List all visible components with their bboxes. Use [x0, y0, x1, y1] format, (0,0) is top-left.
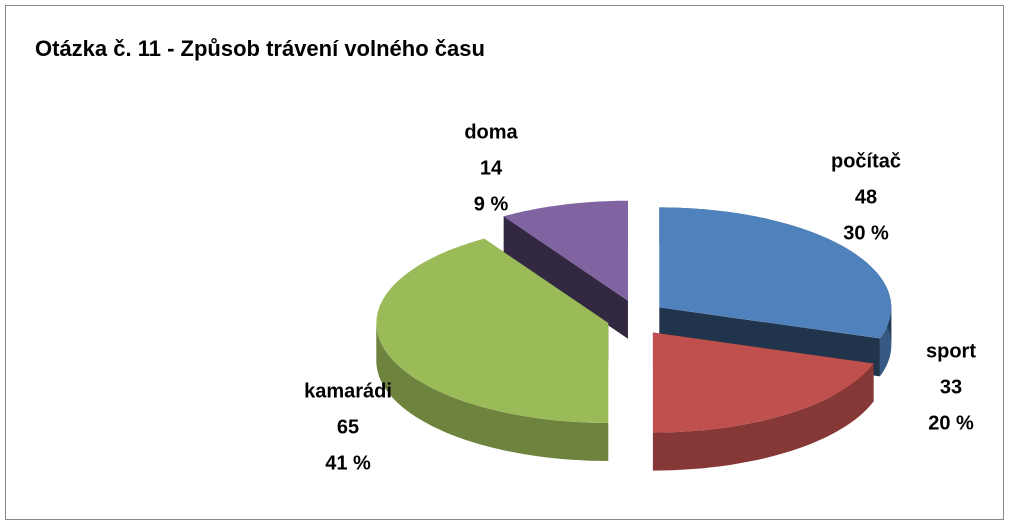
data-label-percent: 41 %: [325, 452, 371, 474]
data-label-percent: 20 %: [928, 412, 974, 434]
data-label-count: 14: [480, 157, 503, 179]
data-label-percent: 30 %: [843, 222, 889, 244]
slice-wall: [503, 216, 628, 339]
data-label-count: 33: [940, 376, 962, 398]
data-label-category: doma: [464, 121, 518, 143]
data-label-category: počítač: [831, 150, 901, 172]
slice-side: [652, 363, 874, 471]
slice: [659, 207, 892, 339]
data-label-percent: 9 %: [474, 193, 509, 215]
data-label-category: sport: [926, 340, 976, 362]
slice-side: [376, 323, 609, 461]
slice: [376, 238, 609, 423]
chart-title: Otázka č. 11 - Způsob trávení volného ča…: [35, 36, 485, 61]
data-label-category: kamarádi: [304, 380, 392, 402]
slice: [503, 200, 628, 301]
slice: [652, 332, 874, 433]
data-label-count: 65: [337, 416, 359, 438]
data-label-count: 48: [855, 186, 877, 208]
